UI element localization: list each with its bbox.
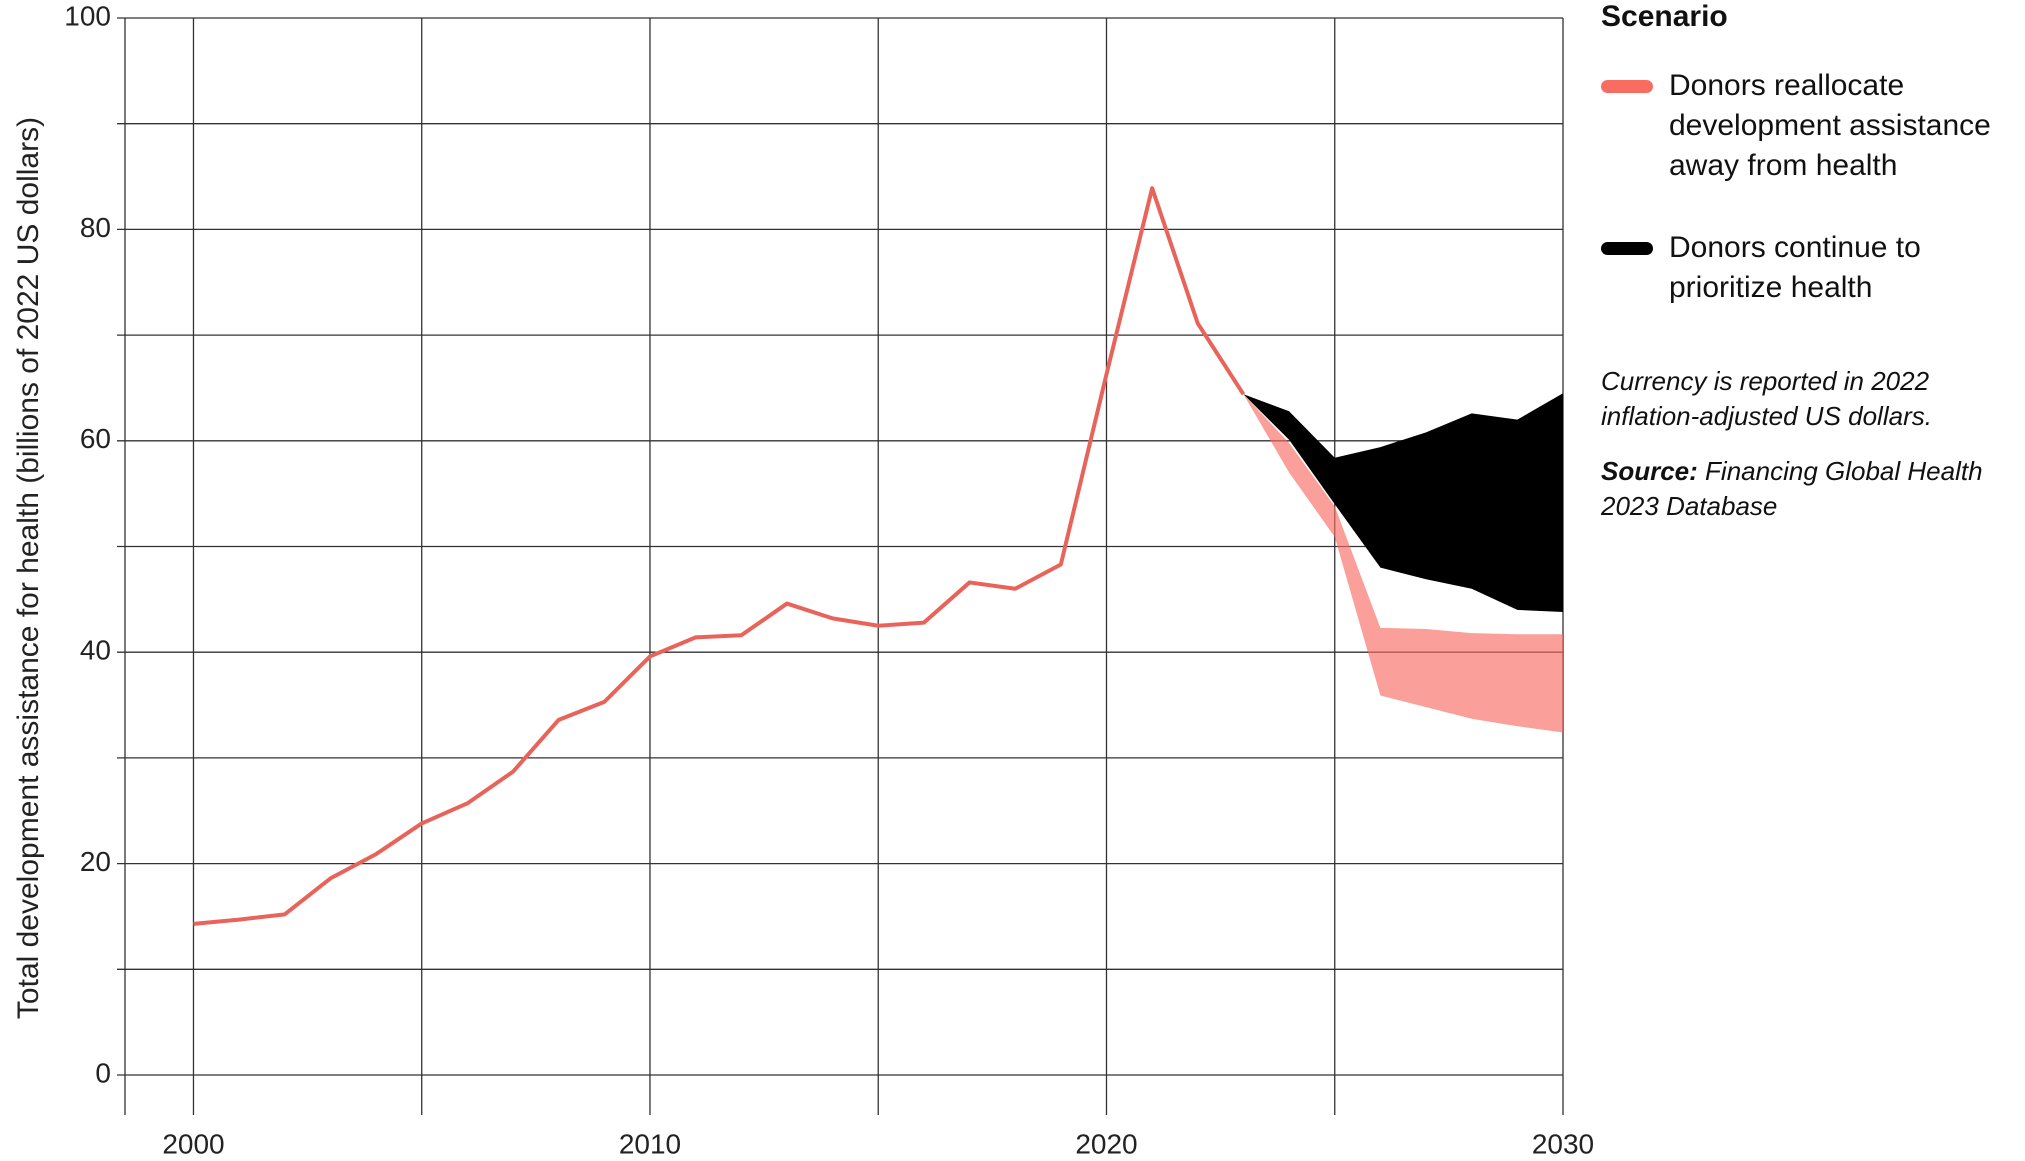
y-tick-label: 0 — [95, 1057, 111, 1088]
x-tick-label: 2000 — [162, 1128, 224, 1159]
y-tick-label: 20 — [80, 846, 111, 877]
scenario-band — [1243, 394, 1563, 733]
x-tick-label: 2010 — [619, 1128, 681, 1159]
legend-item: Donors reallocate development assistance… — [1601, 66, 2021, 186]
source: Source: Financing Global Health 2023 Dat… — [1601, 454, 2001, 524]
y-axis-label: Total development assistance for health … — [12, 117, 45, 1019]
legend-item: Donors continue to prioritize health — [1601, 228, 2021, 308]
legend-label: Donors continue to prioritize health — [1669, 231, 1921, 304]
legend-label: Donors reallocate development assistance… — [1669, 69, 1991, 182]
x-tick-label: 2020 — [1075, 1128, 1137, 1159]
y-tick-label: 100 — [64, 0, 111, 31]
y-tick-label: 40 — [80, 635, 111, 666]
legend-title: Scenario — [1601, 0, 1728, 33]
legend-swatch — [1601, 242, 1653, 255]
scenario-band — [1243, 393, 1563, 613]
source-text: Financing Global Health 2023 Database — [1601, 456, 1983, 521]
source-label: Source: — [1601, 456, 1698, 486]
y-tick-label: 80 — [80, 212, 111, 243]
legend-swatch — [1601, 80, 1653, 93]
y-tick-label: 60 — [80, 423, 111, 454]
history-line — [193, 186, 1246, 926]
note: Currency is reported in 2022 inflation-a… — [1601, 366, 1932, 431]
x-tick-label: 2030 — [1532, 1128, 1594, 1159]
